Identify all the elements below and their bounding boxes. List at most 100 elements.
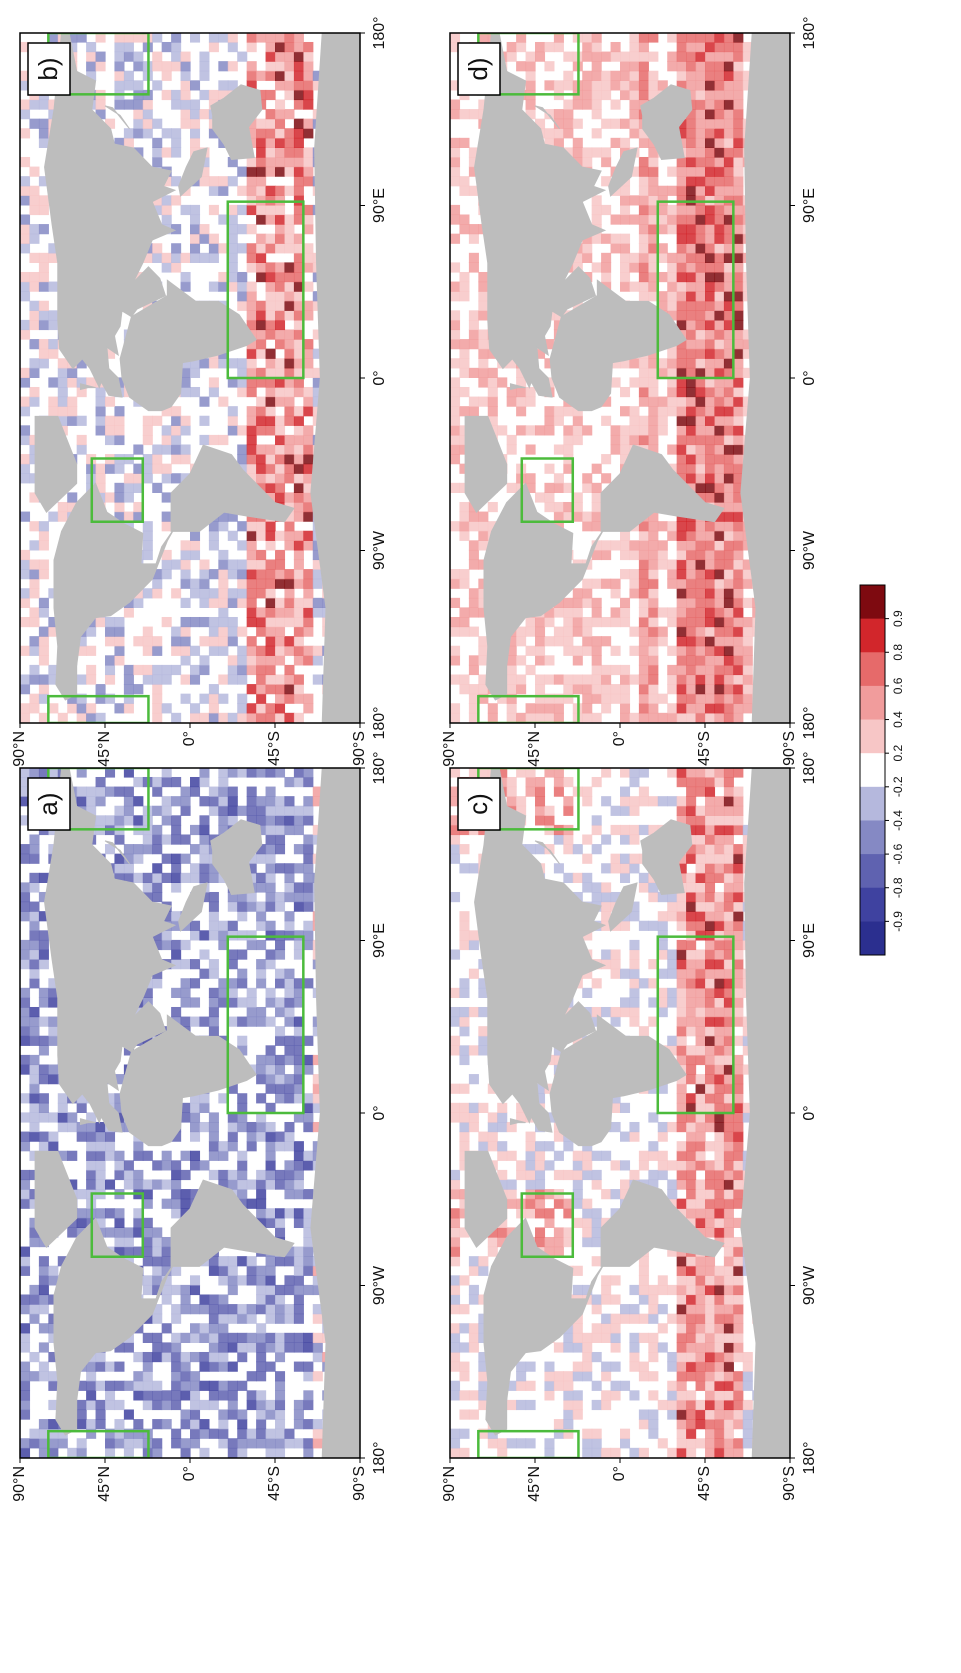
field-cell <box>724 627 734 637</box>
field-cell <box>714 1064 724 1074</box>
field-cell <box>284 540 294 550</box>
field-cell <box>488 502 498 512</box>
field-cell <box>247 1256 257 1266</box>
field-cell <box>733 1381 743 1391</box>
field-cell <box>237 1429 247 1439</box>
field-cell <box>450 1103 460 1113</box>
field-cell <box>256 1179 266 1189</box>
field-cell <box>228 1285 238 1295</box>
field-cell <box>658 1304 668 1314</box>
field-cell <box>294 636 304 646</box>
field-cell <box>199 1352 209 1362</box>
field-cell <box>724 1285 734 1295</box>
field-cell <box>705 940 715 950</box>
field-cell <box>677 550 687 560</box>
field-cell <box>459 1304 469 1314</box>
field-cell <box>143 473 153 483</box>
field-cell <box>714 1160 724 1170</box>
field-cell <box>724 1381 734 1391</box>
field-cell <box>171 777 181 787</box>
field-cell <box>218 1390 228 1400</box>
field-cell <box>582 694 592 704</box>
field-cell <box>114 502 124 512</box>
field-cell <box>686 911 696 921</box>
field-cell <box>275 454 285 464</box>
field-cell <box>48 997 58 1007</box>
field-cell <box>152 806 162 816</box>
field-cell <box>478 1026 488 1036</box>
field-cell <box>171 262 181 272</box>
field-cell <box>648 607 658 617</box>
field-cell <box>648 892 658 902</box>
field-cell <box>724 1266 734 1276</box>
field-cell <box>658 940 668 950</box>
field-cell <box>592 1170 602 1180</box>
field-cell <box>266 262 276 272</box>
field-cell <box>733 655 743 665</box>
field-cell <box>171 243 181 253</box>
field-cell <box>677 1304 687 1314</box>
field-cell <box>266 71 276 81</box>
field-cell <box>294 1189 304 1199</box>
field-cell <box>181 694 191 704</box>
field-cell <box>143 588 153 598</box>
field-cell <box>303 1400 313 1410</box>
field-cell <box>303 1342 313 1352</box>
field-cell <box>39 138 49 148</box>
field-cell <box>190 1409 200 1419</box>
field-cell <box>639 921 649 931</box>
field-cell <box>294 777 304 787</box>
field-cell <box>733 959 743 969</box>
field-cell <box>275 397 285 407</box>
field-cell <box>686 767 696 777</box>
field-cell <box>124 1237 134 1247</box>
field-cell <box>199 1333 209 1343</box>
field-cell <box>677 588 687 598</box>
field-cell <box>29 253 39 263</box>
field-cell <box>526 1160 536 1170</box>
field-cell <box>29 1064 39 1074</box>
field-cell <box>629 854 639 864</box>
field-cell <box>247 176 257 186</box>
field-cell <box>114 1208 124 1218</box>
field-cell <box>724 1409 734 1419</box>
field-cell <box>256 243 266 253</box>
field-cell <box>696 1371 706 1381</box>
field-cell <box>629 767 639 777</box>
field-cell <box>266 387 276 397</box>
field-cell <box>601 1390 611 1400</box>
field-cell <box>303 454 313 464</box>
field-cell <box>171 42 181 52</box>
field-cell <box>639 617 649 627</box>
field-cell <box>478 1266 488 1276</box>
field-cell <box>592 825 602 835</box>
field-cell <box>620 1132 630 1142</box>
field-cell <box>190 921 200 931</box>
field-cell <box>544 636 554 646</box>
field-cell <box>171 473 181 483</box>
field-cell <box>29 940 39 950</box>
field-cell <box>77 1419 87 1429</box>
field-cell <box>171 1362 181 1372</box>
field-cell <box>535 1170 545 1180</box>
field-cell <box>733 1390 743 1400</box>
field-cell <box>114 1400 124 1410</box>
field-cell <box>181 1381 191 1391</box>
field-cell <box>67 1448 77 1458</box>
field-cell <box>275 930 285 940</box>
field-cell <box>639 1026 649 1036</box>
field-cell <box>303 128 313 138</box>
field-cell <box>601 1448 611 1458</box>
field-cell <box>554 512 564 522</box>
field-cell <box>554 713 564 723</box>
field-cell <box>714 598 724 608</box>
field-cell <box>58 377 68 387</box>
field-cell <box>39 99 49 109</box>
field-cell <box>284 796 294 806</box>
field-cell <box>714 713 724 723</box>
field-cell <box>275 1294 285 1304</box>
field-cell <box>228 205 238 215</box>
field-cell <box>733 1266 743 1276</box>
field-cell <box>20 1333 30 1343</box>
field-cell <box>582 854 592 864</box>
